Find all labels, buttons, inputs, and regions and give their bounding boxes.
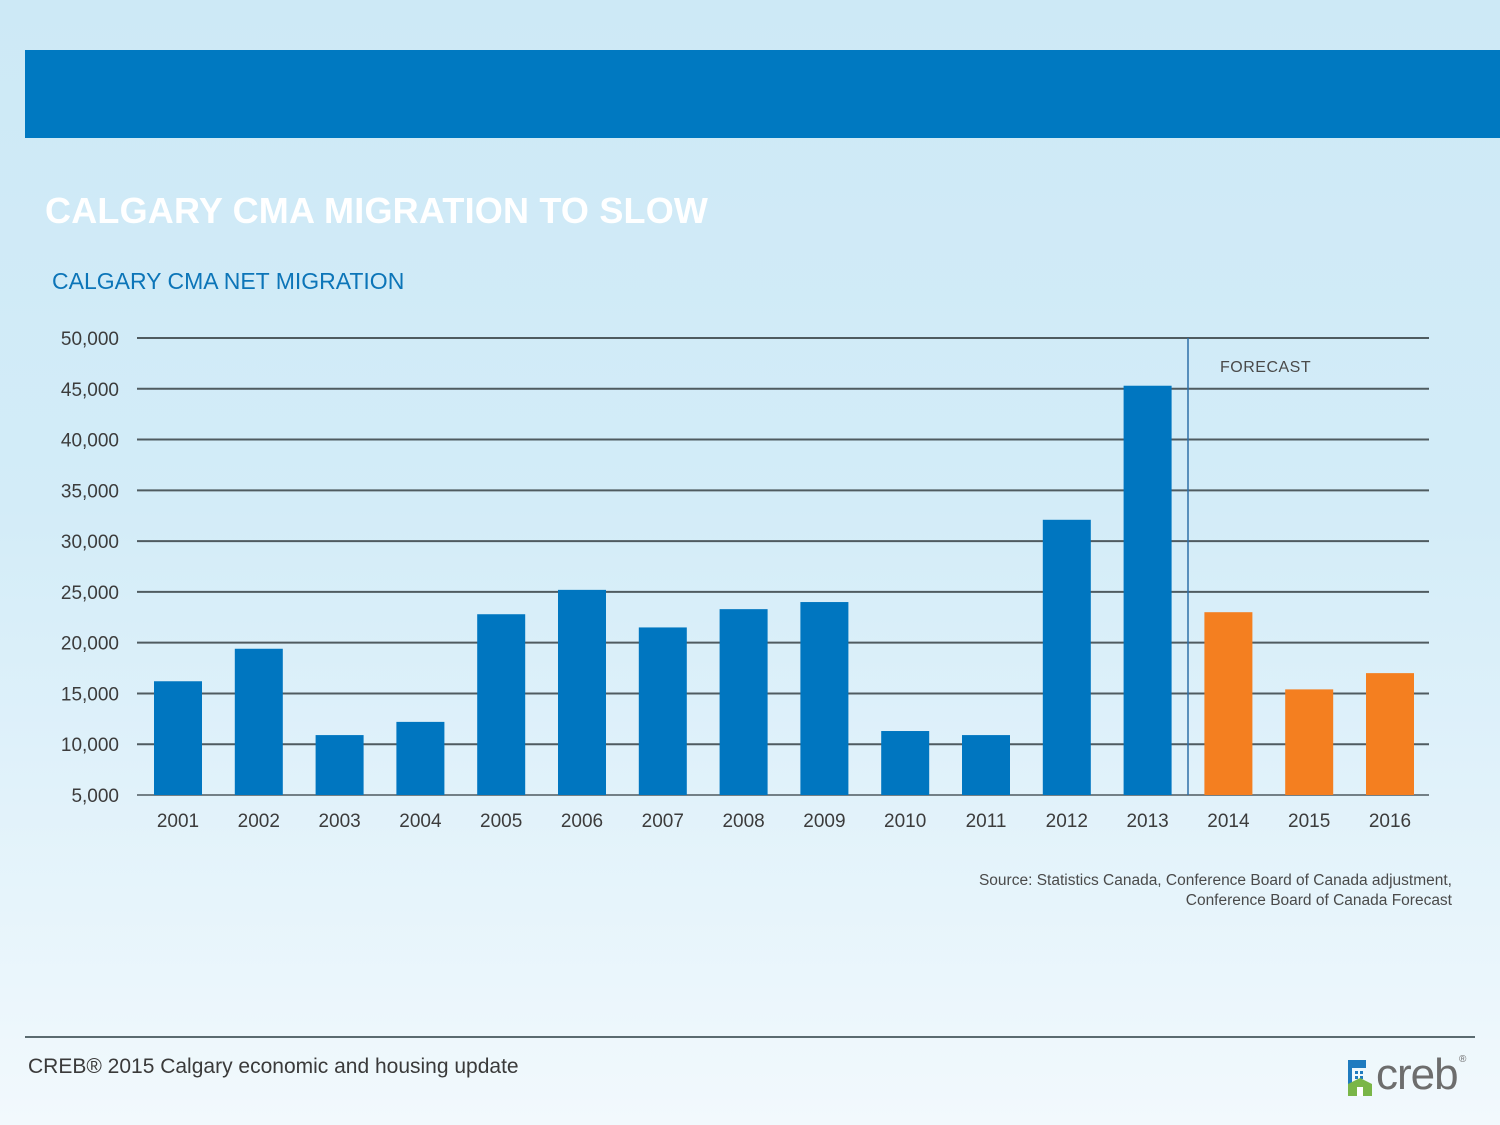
bar-2016 xyxy=(1366,673,1414,795)
x-tick-label: 2010 xyxy=(884,811,926,832)
x-tick-label: 2005 xyxy=(480,811,522,832)
bar-2009 xyxy=(800,602,849,795)
bar-2005 xyxy=(477,614,526,795)
bar-2006 xyxy=(558,589,606,795)
x-tick-label: 2016 xyxy=(1369,811,1411,832)
x-tick-label: 2007 xyxy=(642,811,684,832)
bar-chart: 5,000 10,000 15,000 20,000 25,000 30,000 35,00… xyxy=(61,329,1429,832)
forecast-label: FORECAST xyxy=(1220,359,1311,376)
source-line-1: Source: Statistics Canada, Conference Bo… xyxy=(978,872,1452,889)
x-tick-label: 2002 xyxy=(238,811,280,832)
bar-2012 xyxy=(1042,519,1091,795)
y-tick-label: 15,000 xyxy=(61,684,119,705)
chart-title: CALGARY CMA NET MIGRATION xyxy=(52,268,405,294)
x-tick-label: 2012 xyxy=(1046,811,1088,832)
bar-2008 xyxy=(719,609,768,795)
y-tick-label: 20,000 xyxy=(61,634,119,655)
x-tick-label: 2008 xyxy=(722,811,764,832)
footer-divider xyxy=(25,1036,1475,1038)
registered-mark: ® xyxy=(1459,1054,1467,1065)
bar-2013 xyxy=(1123,385,1172,795)
bar-2004 xyxy=(396,721,445,795)
header-bar xyxy=(25,50,1500,138)
y-tick-label: 25,000 xyxy=(61,583,119,604)
footer-text: CREB® 2015 Calgary economic and housing … xyxy=(28,1055,519,1078)
slide-title: CALGARY CMA MIGRATION TO SLOW xyxy=(45,190,709,231)
bar-2015 xyxy=(1285,689,1334,795)
x-tick-label: 2014 xyxy=(1207,811,1250,832)
x-tick-label: 2004 xyxy=(399,811,442,832)
y-tick-label: 40,000 xyxy=(61,431,119,452)
forecast-marker: FORECAST xyxy=(1187,338,1311,795)
y-tick-label: 50,000 xyxy=(61,329,119,350)
bar-2011 xyxy=(962,735,1010,795)
x-axis-ticks: 2001 2002 2003 2004 2005 2006 2007 2008 2009 2010… xyxy=(157,811,1411,832)
x-tick-label: 2006 xyxy=(561,811,603,832)
x-tick-label: 2011 xyxy=(966,811,1007,832)
x-tick-label: 2003 xyxy=(318,811,360,832)
y-tick-label: 5,000 xyxy=(71,786,119,807)
creb-logo-icon xyxy=(1348,1060,1372,1096)
x-tick-label: 2013 xyxy=(1126,811,1168,832)
bar-2010 xyxy=(881,731,930,795)
y-tick-label: 45,000 xyxy=(61,380,119,401)
bars xyxy=(154,385,1414,795)
source-note: Source: Statistics Canada, Conference Bo… xyxy=(979,871,1452,911)
source-line-2: Conference Board of Canada Forecast xyxy=(1185,892,1452,909)
bar-2007 xyxy=(638,627,687,795)
y-tick-label: 30,000 xyxy=(61,532,119,553)
bar-2014 xyxy=(1204,612,1253,795)
x-tick-label: 2001 xyxy=(157,811,199,832)
bar-2003 xyxy=(315,735,364,795)
y-tick-label: 35,000 xyxy=(61,481,119,502)
bar-2001 xyxy=(154,681,202,795)
bar-2002 xyxy=(234,648,283,795)
logo-wordmark: creb xyxy=(1376,1050,1459,1099)
x-tick-label: 2015 xyxy=(1288,811,1330,832)
x-tick-label: 2009 xyxy=(803,811,845,832)
y-tick-label: 10,000 xyxy=(61,735,119,756)
y-axis-ticks: 5,000 10,000 15,000 20,000 25,000 30,000 35,00… xyxy=(61,329,119,807)
